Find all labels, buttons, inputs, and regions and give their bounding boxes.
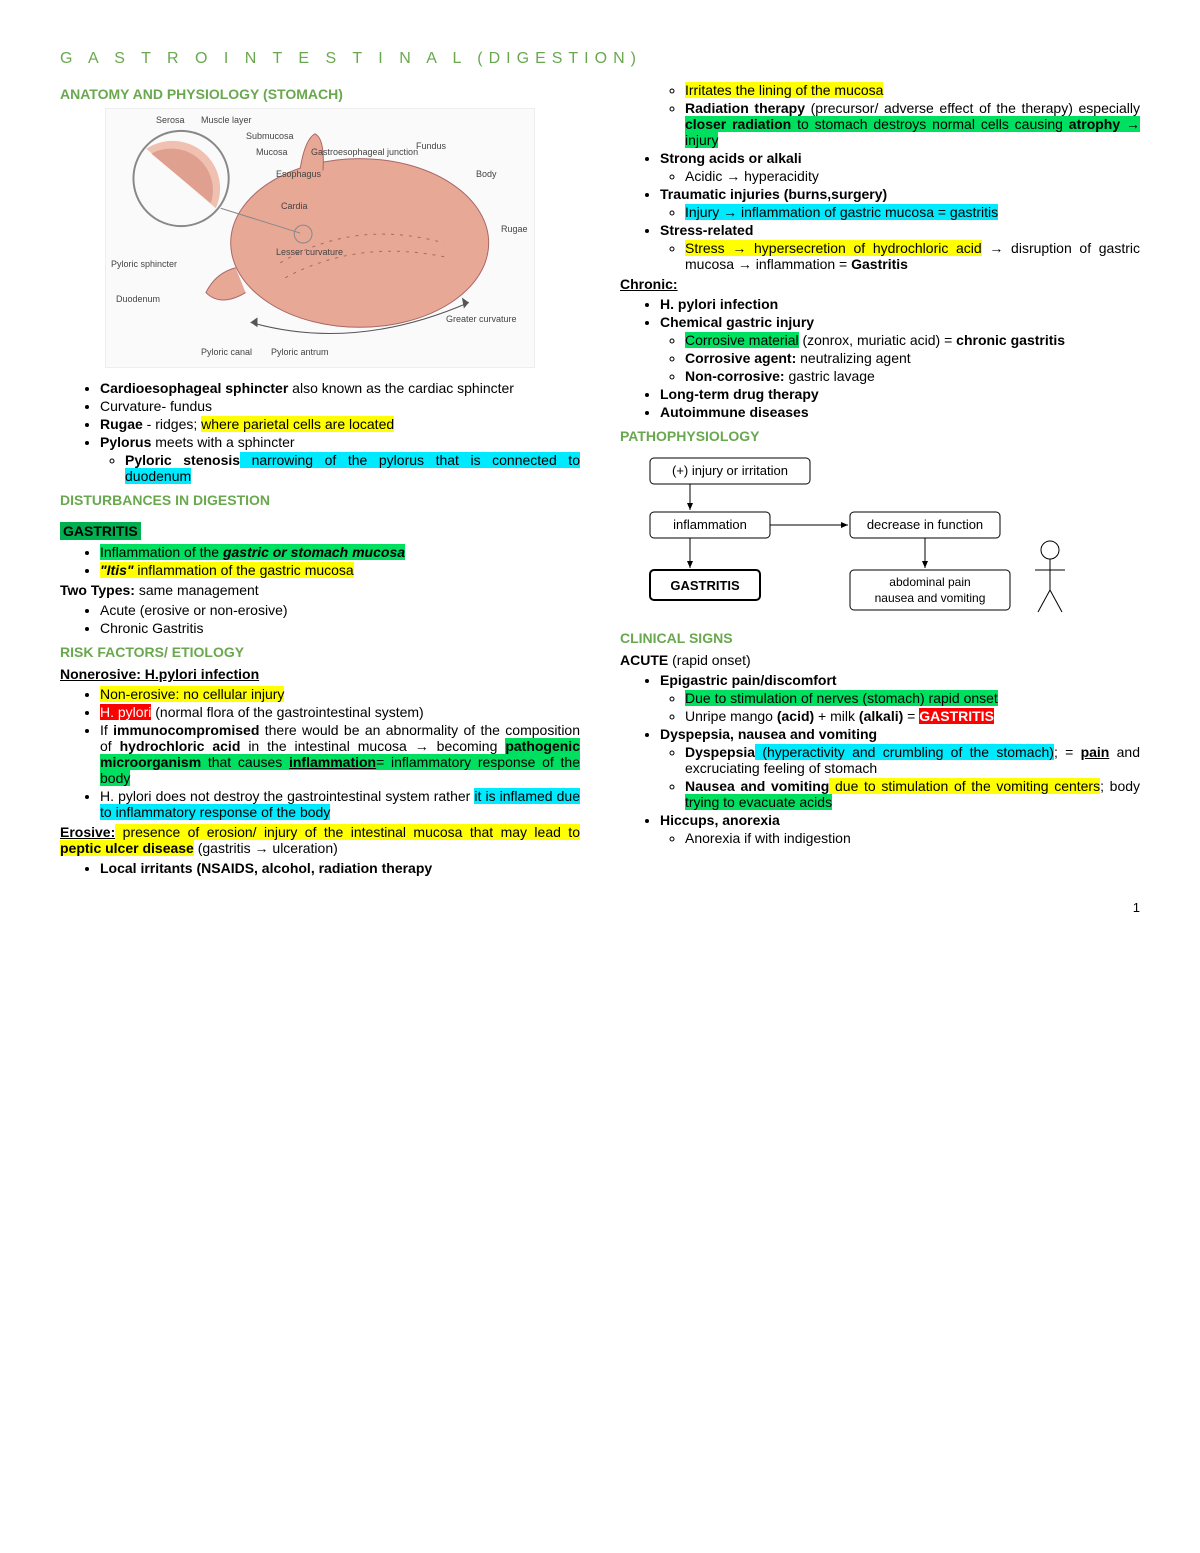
- label-greater: Greater curvature: [446, 314, 517, 324]
- list-item: Anorexia if with indigestion: [685, 830, 1140, 846]
- list-item: H. pylori infection: [660, 296, 1140, 312]
- svg-text:GASTRITIS: GASTRITIS: [670, 578, 740, 593]
- list-item: Strong acids or alkali Acidic → hyperaci…: [660, 150, 1140, 184]
- label-esoph: Esophagus: [276, 169, 321, 179]
- list-item: Local irritants (NSAIDS, alcohol, radiat…: [100, 860, 580, 876]
- label-rugae: Rugae: [501, 224, 528, 234]
- label-pylsph: Pyloric sphincter: [111, 259, 177, 269]
- acute-line: ACUTE (rapid onset): [620, 652, 1140, 668]
- label-body: Body: [476, 169, 497, 179]
- erosive-para: Erosive: presence of erosion/ injury of …: [60, 824, 580, 856]
- list-item: Pylorus meets with a sphincter Pyloric s…: [100, 434, 580, 484]
- list-item: Radiation therapy (precursor/ adverse ef…: [685, 100, 1140, 148]
- nonerosive-list: Non-erosive: no cellular injury H. pylor…: [60, 686, 580, 820]
- erosive-list-start: Local irritants (NSAIDS, alcohol, radiat…: [60, 860, 580, 876]
- label-pylcanal: Pyloric canal: [201, 347, 252, 357]
- list-item: H. pylori (normal flora of the gastroint…: [100, 704, 580, 720]
- svg-text:nausea and vomiting: nausea and vomiting: [875, 591, 986, 605]
- nonerosive-label: Nonerosive: H.pylori infection: [60, 666, 259, 682]
- label-duo: Duodenum: [116, 294, 160, 304]
- anatomy-list: Cardioesophageal sphincter also known as…: [60, 380, 580, 484]
- list-item: Non-corrosive: gastric lavage: [685, 368, 1140, 384]
- gastritis-heading: GASTRITIS: [60, 522, 141, 540]
- list-item: Inflammation of the gastric or stomach m…: [100, 544, 580, 560]
- label-fundus: Fundus: [416, 141, 446, 151]
- list-item: Rugae - ridges; where parietal cells are…: [100, 416, 580, 432]
- gastritis-list: Inflammation of the gastric or stomach m…: [60, 544, 580, 578]
- chronic-label: Chronic:: [620, 276, 678, 292]
- list-item: Long-term drug therapy: [660, 386, 1140, 402]
- label-lesser: Lesser curvature: [276, 247, 343, 257]
- label-gej: Gastroesophageal junction: [311, 147, 418, 157]
- page-number: 1: [60, 900, 1140, 915]
- list-item: Irritates the lining of the mucosa: [685, 82, 1140, 98]
- svg-text:abdominal pain: abdominal pain: [889, 575, 970, 589]
- list-item: Nausea and vomiting due to stimulation o…: [685, 778, 1140, 810]
- list-item: H. pylori does not destroy the gastroint…: [100, 788, 580, 820]
- two-column-layout: ANATOMY AND PHYSIOLOGY (STOMACH) Serosa …: [60, 78, 1140, 880]
- list-item: Due to stimulation of nerves (stomach) r…: [685, 690, 1140, 706]
- list-item: Stress-related Stress → hypersecretion o…: [660, 222, 1140, 272]
- label-mucosa: Mucosa: [256, 147, 288, 157]
- label-pylantrum: Pyloric antrum: [271, 347, 329, 357]
- patho-heading: PATHOPHYSIOLOGY: [620, 428, 1140, 444]
- list-item: If immunocompromised there would be an a…: [100, 722, 580, 786]
- label-serosa: Serosa: [156, 115, 185, 125]
- list-item: Cardioesophageal sphincter also known as…: [100, 380, 580, 396]
- list-item: Epigastric pain/discomfort Due to stimul…: [660, 672, 1140, 724]
- clinical-list: Epigastric pain/discomfort Due to stimul…: [620, 672, 1140, 846]
- list-item: Dyspepsia, nausea and vomiting Dyspepsia…: [660, 726, 1140, 810]
- list-item: Acidic → hyperacidity: [685, 168, 1140, 184]
- list-item: Curvature- fundus: [100, 398, 580, 414]
- chronic-list: H. pylori infection Chemical gastric inj…: [620, 296, 1140, 420]
- label-cardia: Cardia: [281, 201, 308, 211]
- label-muscle: Muscle layer: [201, 115, 252, 125]
- left-column: ANATOMY AND PHYSIOLOGY (STOMACH) Serosa …: [60, 78, 580, 880]
- list-item: Non-erosive: no cellular injury: [100, 686, 580, 702]
- list-item: Hiccups, anorexia Anorexia if with indig…: [660, 812, 1140, 846]
- svg-text:inflammation: inflammation: [673, 517, 747, 532]
- svg-text:(+) injury or irritation: (+) injury or irritation: [672, 463, 788, 478]
- right-column: Irritates the lining of the mucosa Radia…: [620, 78, 1140, 880]
- list-item: Injury → inflammation of gastric mucosa …: [685, 204, 1140, 220]
- list-item: Chemical gastric injury Corrosive materi…: [660, 314, 1140, 384]
- svg-text:decrease in function: decrease in function: [867, 517, 983, 532]
- list-item: Chronic Gastritis: [100, 620, 580, 636]
- list-item: Dyspepsia (hyperactivity and crumbling o…: [685, 744, 1140, 776]
- pathophysiology-diagram: (+) injury or irritation inflammation de…: [620, 450, 1140, 620]
- list-item: Acute (erosive or non-erosive): [100, 602, 580, 618]
- list-item: Unripe mango (acid) + milk (alkali) = GA…: [685, 708, 1140, 724]
- two-types-line: Two Types: same management: [60, 582, 580, 598]
- stomach-diagram: Serosa Muscle layer Submucosa Mucosa Gas…: [105, 108, 535, 368]
- two-types-list: Acute (erosive or non-erosive) Chronic G…: [60, 602, 580, 636]
- disturbances-heading: DISTURBANCES IN DIGESTION: [60, 492, 580, 508]
- list-item: Corrosive agent: neutralizing agent: [685, 350, 1140, 366]
- anatomy-heading: ANATOMY AND PHYSIOLOGY (STOMACH): [60, 86, 580, 102]
- list-item: Traumatic injuries (burns,surgery) Injur…: [660, 186, 1140, 220]
- list-item: "Itis" inflammation of the gastric mucos…: [100, 562, 580, 578]
- erosive-list-cont: Irritates the lining of the mucosa Radia…: [620, 82, 1140, 272]
- page-title: G A S T R O I N T E S T I N A L (DIGESTI…: [60, 50, 1140, 68]
- list-item: Autoimmune diseases: [660, 404, 1140, 420]
- risk-heading: RISK FACTORS/ ETIOLOGY: [60, 644, 580, 660]
- label-submucosa: Submucosa: [246, 131, 294, 141]
- list-item: Stress → hypersecretion of hydrochloric …: [685, 240, 1140, 272]
- list-item: Corrosive material (zonrox, muriatic aci…: [685, 332, 1140, 348]
- list-item: Pyloric stenosis narrowing of the pyloru…: [125, 452, 580, 484]
- clinical-heading: CLINICAL SIGNS: [620, 630, 1140, 646]
- list-item: Irritates the lining of the mucosa Radia…: [660, 82, 1140, 148]
